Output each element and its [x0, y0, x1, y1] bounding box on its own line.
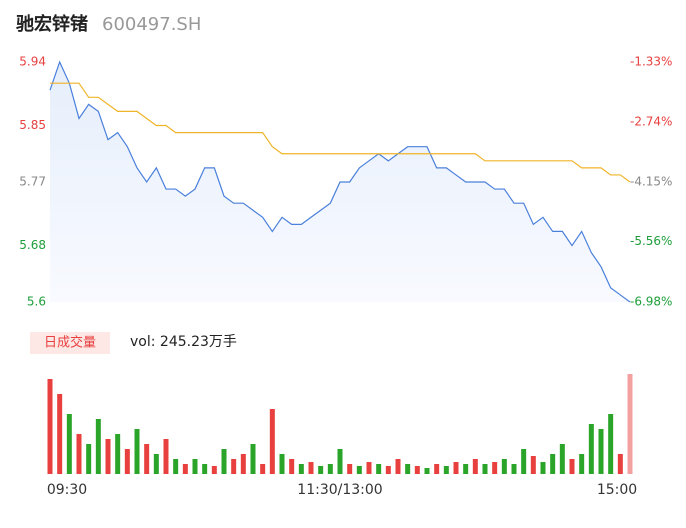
volume-button[interactable]: [30, 332, 110, 354]
volume-bar: [472, 459, 478, 474]
y-tick-label: 5.68: [19, 238, 46, 252]
x-tick-label: 11:30/13:00: [297, 482, 382, 498]
volume-bar: [308, 462, 314, 474]
volume-bar: [47, 379, 53, 474]
volume-bar: [327, 464, 333, 474]
volume-bar: [511, 464, 517, 474]
volume-bar: [182, 464, 188, 474]
x-tick-label: 15:00: [597, 482, 637, 498]
volume-bar: [163, 439, 169, 474]
volume-bar: [221, 449, 227, 474]
volume-bar: [318, 466, 324, 474]
volume-bar: [608, 414, 614, 474]
volume-bar: [173, 459, 179, 474]
volume-bar: [414, 466, 420, 474]
volume-bar: [579, 454, 585, 474]
volume-bar: [86, 444, 92, 474]
volume-bar: [434, 464, 440, 474]
volume-bar: [617, 454, 623, 474]
volume-bar: [521, 449, 527, 474]
volume-bar: [95, 419, 101, 474]
volume-bar: [501, 459, 507, 474]
volume-bar: [76, 434, 82, 474]
volume-label: vol: 245.23万手: [130, 334, 237, 350]
volume-bar: [337, 449, 343, 474]
volume-bar: [260, 464, 266, 474]
y2-tick-label: -4.15%: [630, 174, 672, 188]
volume-bar: [57, 394, 63, 474]
volume-bar: [66, 414, 72, 474]
volume-bar: [192, 459, 198, 474]
x-tick-label: 09:30: [47, 482, 87, 498]
y2-tick-label: -5.56%: [630, 234, 672, 248]
volume-bar: [424, 468, 430, 474]
volume-bar: [144, 444, 150, 474]
volume-bar: [376, 464, 382, 474]
volume-bar: [279, 454, 285, 474]
volume-bar: [298, 464, 304, 474]
volume-bar: [385, 466, 391, 474]
volume-bar: [463, 464, 469, 474]
volume-bar: [559, 444, 565, 474]
volume-bar: [240, 454, 246, 474]
volume-bar: [124, 449, 130, 474]
volume-bar: [598, 429, 604, 474]
volume-bar: [115, 434, 121, 474]
average-line: [50, 82, 631, 183]
y2-tick-label: -2.74%: [630, 114, 672, 128]
volume-bar: [211, 466, 217, 474]
volume-bar: [453, 462, 459, 474]
volume-button-label[interactable]: 日成交量: [44, 335, 96, 351]
stock-code: 600497.SH: [102, 14, 201, 35]
volume-bar: [356, 466, 362, 474]
volume-bar: [153, 454, 159, 474]
volume-bar: [540, 462, 546, 474]
stock-name: 驰宏锌锗: [16, 13, 88, 35]
volume-bar: [627, 374, 633, 474]
volume-bar: [569, 459, 575, 474]
volume-bar: [231, 459, 237, 474]
y2-tick-label: -1.33%: [630, 55, 672, 69]
volume-bar: [530, 456, 536, 474]
volume-bar: [482, 464, 488, 474]
volume-bar: [202, 464, 208, 474]
volume-bar: [347, 464, 353, 474]
volume-bar: [289, 459, 295, 474]
volume-bar: [250, 444, 256, 474]
y-tick-label: 5.77: [19, 175, 46, 189]
volume-bar: [134, 429, 140, 474]
volume-bar: [492, 462, 498, 474]
volume-bar: [405, 464, 411, 474]
y2-tick-label: -6.98%: [630, 295, 672, 309]
volume-bar: [550, 454, 556, 474]
y-tick-label: 5.6: [27, 295, 46, 309]
volume-bar: [588, 424, 594, 474]
volume-bar: [366, 462, 372, 474]
volume-bar: [105, 439, 111, 474]
volume-bar: [269, 409, 275, 474]
volume-bar: [395, 459, 401, 474]
y-tick-label: 5.85: [19, 118, 46, 132]
y-tick-label: 5.94: [19, 55, 46, 69]
volume-bar: [443, 466, 449, 474]
price-line: [49, 60, 631, 303]
